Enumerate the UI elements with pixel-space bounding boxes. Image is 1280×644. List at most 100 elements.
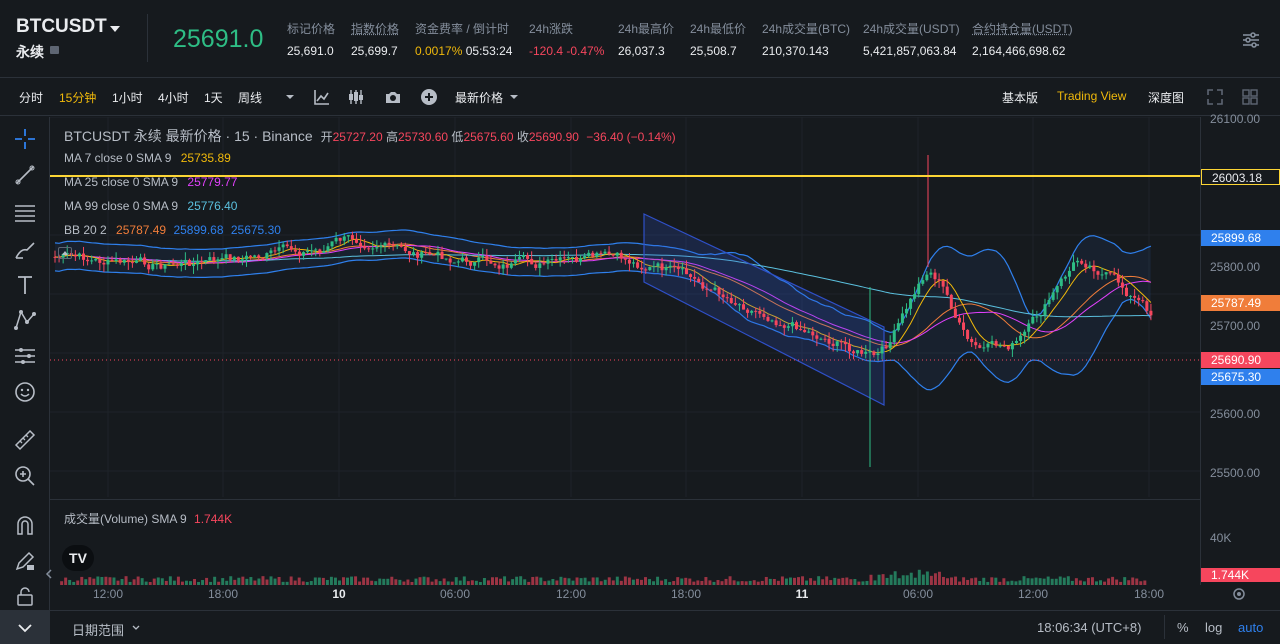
date-range-chevron-icon[interactable] [131, 624, 141, 632]
candle-body [436, 251, 440, 255]
volume-bar [136, 576, 140, 585]
volume-bar [128, 581, 132, 585]
volume-bar [962, 577, 966, 585]
volume-bar [164, 580, 168, 585]
volume-bar [1143, 580, 1147, 585]
candle-body [1043, 304, 1047, 316]
chevron-down-icon[interactable] [281, 88, 299, 106]
candle-body [257, 255, 261, 258]
candle-body [909, 298, 913, 309]
candle-body [615, 252, 619, 256]
symbol-name[interactable]: BTCUSDT [16, 16, 107, 37]
fib-icon[interactable] [13, 201, 37, 225]
legend-bb[interactable]: BB 20 2 25787.49 25899.68 25675.30 [64, 223, 281, 237]
price-chart[interactable] [50, 117, 1200, 497]
sliders-icon[interactable] [1240, 30, 1262, 50]
interval-time[interactable]: 分时 [19, 91, 44, 105]
view-depth[interactable]: 深度图 [1148, 91, 1185, 105]
magnet-icon[interactable] [13, 514, 37, 538]
candle-body [122, 259, 126, 263]
interval-1w[interactable]: 周线 [238, 91, 263, 105]
candle-body [640, 267, 644, 270]
candle-body [815, 335, 819, 339]
legend-ma99[interactable]: MA 99 close 0 SMA 9 25776.40 [64, 199, 238, 213]
volume-bar [728, 576, 732, 585]
candle-body [1124, 287, 1128, 297]
volume-bar [933, 573, 937, 585]
plus-circle-icon[interactable] [420, 88, 438, 106]
volume-pane[interactable] [50, 499, 1200, 585]
collapse-panel-button[interactable] [0, 611, 50, 644]
volume-bar [736, 581, 740, 585]
view-basic[interactable]: 基本版 [1002, 91, 1039, 105]
text-icon[interactable] [13, 273, 37, 297]
legend-ma25[interactable]: MA 25 close 0 SMA 9 25779.77 [64, 175, 238, 189]
date-range-button[interactable]: 日期范围 [72, 623, 125, 638]
clock-timezone[interactable]: 18:06:34 (UTC+8) [1037, 620, 1142, 635]
candle-body [310, 250, 314, 252]
collapse-legend-icon[interactable] [58, 247, 72, 259]
volume-bar [539, 577, 543, 585]
chart-footer: 日期范围 18:06:34 (UTC+8) % log auto [0, 610, 1280, 644]
volume-bar [970, 578, 974, 585]
percent-scale-toggle[interactable]: % [1177, 620, 1189, 635]
volume-bar [1111, 576, 1115, 585]
volume-bar [1139, 581, 1143, 585]
candle-body [314, 249, 318, 251]
price-axis[interactable] [1200, 117, 1280, 585]
axis-settings-icon[interactable] [1231, 586, 1247, 602]
volume-bar [1042, 578, 1046, 585]
candle-body [171, 263, 175, 265]
candle-body [1129, 295, 1133, 297]
crosshair-icon[interactable] [13, 127, 37, 151]
emoji-icon[interactable] [13, 380, 37, 404]
scroll-left-icon[interactable] [44, 568, 54, 580]
interval-15m[interactable]: 15分钟 [59, 91, 97, 105]
candle-body [689, 274, 693, 277]
volume-bar [571, 580, 575, 585]
trendline-icon[interactable] [13, 163, 37, 187]
lock-icon[interactable] [13, 584, 37, 608]
legend-volume[interactable]: 成交量(Volume) SMA 9 1.744K [64, 512, 233, 526]
candle-body [974, 342, 978, 346]
auto-scale-toggle[interactable]: auto [1238, 620, 1264, 635]
log-scale-toggle[interactable]: log [1205, 620, 1223, 635]
volume-bar [559, 576, 563, 585]
candle-body [469, 261, 473, 266]
legend-ma7[interactable]: MA 7 close 0 SMA 9 25735.89 [64, 151, 231, 165]
interval-1d[interactable]: 1天 [204, 91, 223, 105]
candle-body [277, 247, 281, 251]
contract-info-icon[interactable] [50, 46, 59, 54]
zoom-icon[interactable] [13, 464, 37, 488]
volume-bar [156, 577, 160, 585]
stat-index-price[interactable]: 指数价格 25,699.7 [351, 22, 400, 58]
candle-style-icon[interactable] [347, 88, 365, 106]
candle-body [721, 294, 725, 298]
interval-4h[interactable]: 4小时 [158, 91, 189, 105]
candle-body [872, 351, 876, 356]
stat-open-interest[interactable]: 合约持仓量(USDT) 2,164,466,698.62 [972, 22, 1073, 58]
ruler-icon[interactable] [13, 428, 37, 452]
candle-body [187, 259, 191, 266]
candle-body [73, 254, 77, 257]
forecast-icon[interactable] [13, 344, 37, 368]
symbol-dropdown-icon[interactable] [110, 26, 120, 32]
volume-bar [1103, 581, 1107, 585]
price-type-select[interactable]: 最新价格 [455, 91, 504, 105]
candle-body [440, 251, 444, 260]
pattern-icon[interactable] [13, 308, 37, 332]
candle-body [623, 258, 627, 260]
grid-icon[interactable] [1241, 88, 1259, 106]
tradingview-logo[interactable]: TV [62, 545, 94, 571]
volume-bar [644, 577, 647, 585]
view-tradingview[interactable]: Trading View [1057, 89, 1127, 103]
price-type-chevron-icon[interactable] [505, 88, 523, 106]
camera-icon[interactable] [384, 88, 402, 106]
fullscreen-icon[interactable] [1206, 88, 1224, 106]
brush-icon[interactable] [13, 238, 37, 262]
candle-body [489, 260, 493, 264]
interval-1h[interactable]: 1小时 [112, 91, 143, 105]
candle-body [1080, 260, 1084, 264]
pencil-lock-icon[interactable] [13, 549, 37, 573]
indicator-icon[interactable] [313, 88, 331, 106]
